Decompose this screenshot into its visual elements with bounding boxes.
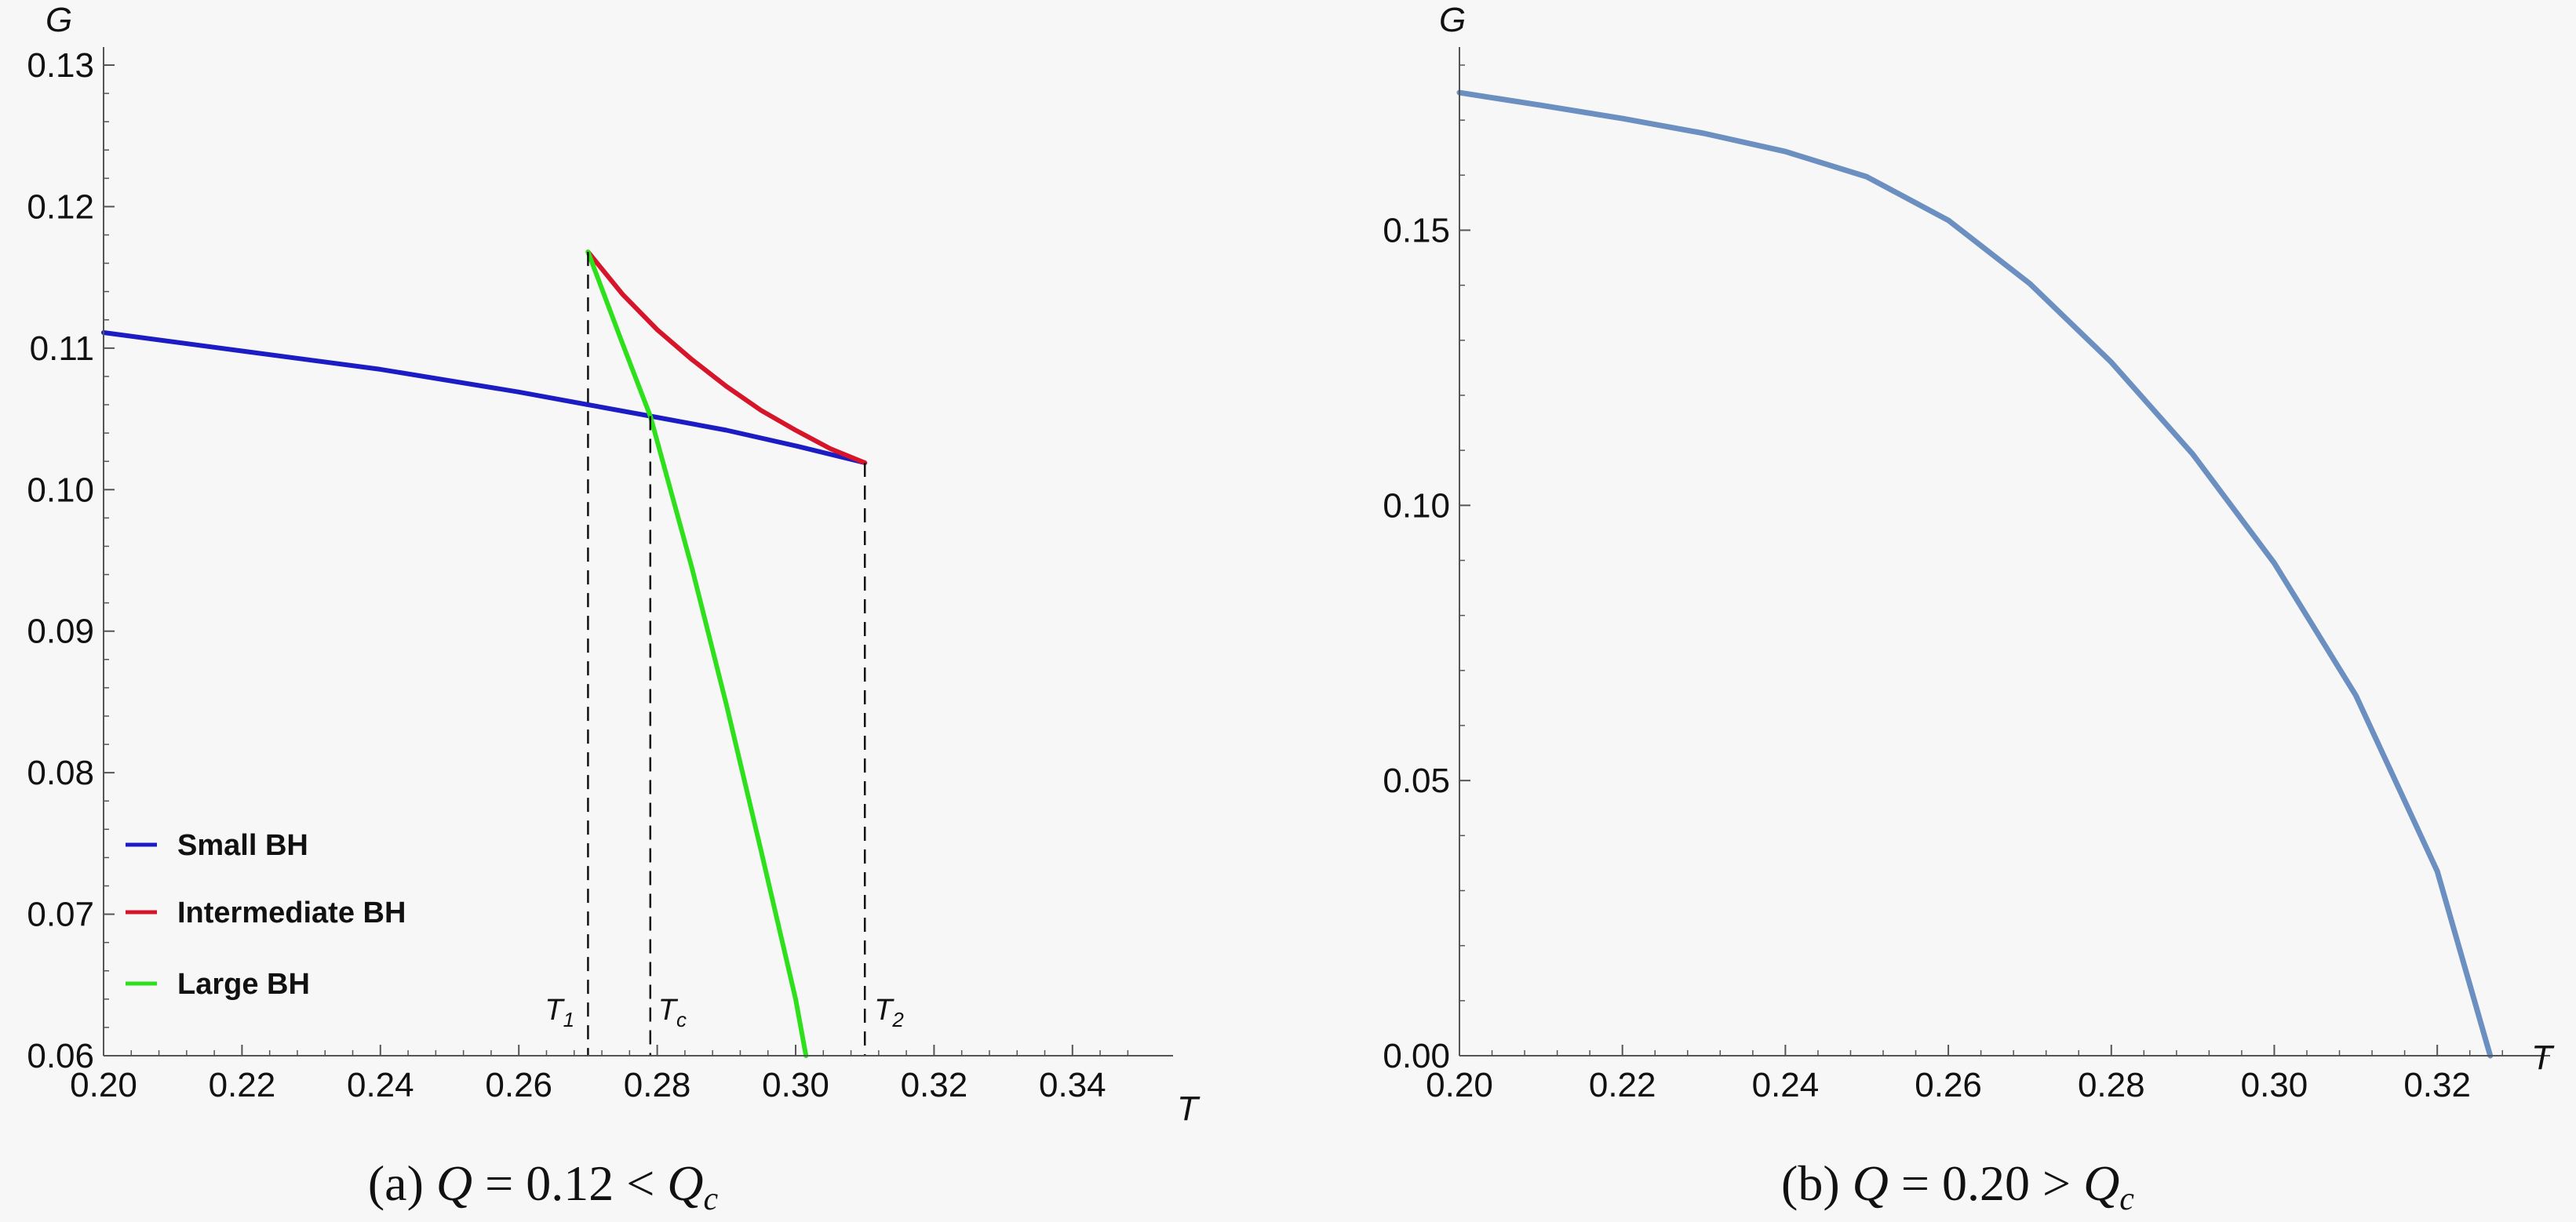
- x-tick-label: 0.20: [70, 1066, 137, 1104]
- x-tick-label: 0.34: [1039, 1066, 1106, 1104]
- panel-a-legend: Small BH Intermediate BH Large BH: [126, 829, 406, 1001]
- x-tick-label: 0.26: [1915, 1066, 1982, 1104]
- x-tick-label: 0.32: [2403, 1066, 2471, 1104]
- panel-a-axes-layer: 0.20 0.22 0.24 0.26 0.28 0.30 0.32 0.34 0.06 0.07…: [27, 46, 1173, 1104]
- y-tick-label: 0.15: [1383, 212, 1450, 250]
- x-tick-label: 0.28: [624, 1066, 691, 1104]
- x-tick-label: 0.28: [2078, 1066, 2145, 1104]
- x-tick-label: 0.32: [901, 1066, 968, 1104]
- x-tick-label: 0.20: [1426, 1066, 1493, 1104]
- legend-label-intermediate-bh: Intermediate BH: [177, 896, 406, 929]
- y-tick-label: 0.00: [1383, 1037, 1450, 1075]
- y-tick-label: 0.06: [27, 1037, 94, 1075]
- panel-b-series-layer: [1456, 89, 2494, 1059]
- x-tick-label: 0.24: [347, 1066, 414, 1104]
- panel-a-series-layer: [101, 249, 868, 1058]
- y-tick-label: 0.11: [30, 329, 94, 368]
- legend-label-small-bh: Small BH: [177, 829, 308, 862]
- y-tick-label: 0.12: [27, 187, 94, 226]
- x-tick-label: 0.30: [762, 1066, 829, 1104]
- x-tick-label: 0.22: [1589, 1066, 1656, 1104]
- panel-b-plot: 0.20 0.22 0.24 0.26 0.28 0.30 0.32 0.00 0.05 0.10…: [1383, 1, 2555, 1217]
- y-tick-label: 0.05: [1383, 762, 1450, 800]
- series-line-0-0: [101, 330, 868, 465]
- panel-b-caption: (b) Q = 0.20 > Qc: [1781, 1155, 2134, 1217]
- legend-label-large-bh: Large BH: [177, 968, 310, 1001]
- y-tick-label: 0.10: [1383, 486, 1450, 525]
- panel-a-plot: T1 Tc T2 0.20 0.22 0.24 0.26 0.28 0.30 0.32 0.340…: [27, 1, 1201, 1217]
- series-line-1-0: [1456, 89, 2494, 1059]
- panel-b-axes-layer: 0.20 0.22 0.24 0.26 0.28 0.30 0.32 0.00 0.05 0.10…: [1383, 47, 2550, 1104]
- panel-a-y-axis-label: G: [46, 1, 72, 39]
- x-tick-label: 0.26: [485, 1066, 552, 1104]
- x-tick-label: 0.22: [209, 1066, 276, 1104]
- y-tick-label: 0.07: [27, 896, 94, 934]
- panel-b-x-axis-label: T: [2531, 1038, 2555, 1077]
- series-line-0-1: [585, 249, 868, 465]
- panel-a-x-axis-label: T: [1177, 1089, 1201, 1128]
- panel-a-markers-layer: T1 Tc T2: [545, 252, 904, 1056]
- series-line-0-2: [585, 249, 809, 1058]
- panel-b-y-axis-label: G: [1439, 1, 1466, 39]
- y-tick-label: 0.08: [27, 754, 94, 792]
- marker-label: Tc: [658, 994, 687, 1031]
- panel-a-caption: (a) Q = 0.12 < Qc: [368, 1155, 719, 1217]
- x-tick-label: 0.30: [2241, 1066, 2308, 1104]
- x-tick-label: 0.24: [1752, 1066, 1820, 1104]
- y-tick-label: 0.13: [27, 46, 94, 85]
- y-tick-label: 0.10: [27, 471, 94, 509]
- y-tick-label: 0.09: [27, 613, 94, 651]
